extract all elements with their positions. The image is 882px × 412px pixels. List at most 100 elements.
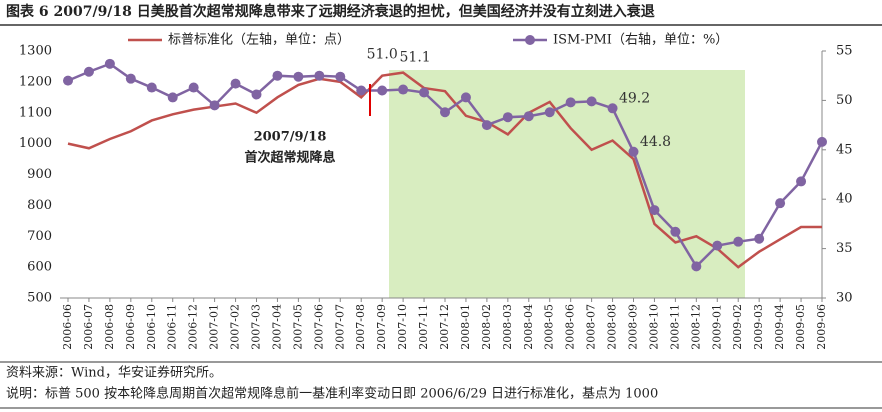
x-tick-label: 2009-05 xyxy=(794,304,807,350)
point xyxy=(293,71,304,82)
value-label: 51.0 xyxy=(367,47,398,63)
x-tick-label: 2006-08 xyxy=(103,304,116,350)
recession-shade xyxy=(389,70,745,298)
x-tick-label: 2007-11 xyxy=(417,304,430,350)
x-tick-label: 2007-12 xyxy=(438,304,451,350)
y-tick-label: 1000 xyxy=(19,136,52,151)
point xyxy=(502,112,513,123)
x-tick-label: 2009-01 xyxy=(710,304,723,350)
point xyxy=(628,146,639,157)
x-tick-label: 2007-04 xyxy=(270,304,283,350)
point xyxy=(565,97,576,108)
point xyxy=(523,111,534,122)
x-tick-label: 2007-05 xyxy=(291,304,304,350)
y-tick-label: 1300 xyxy=(19,44,52,59)
point xyxy=(356,85,367,96)
x-tick-label: 2006-10 xyxy=(145,304,158,350)
point xyxy=(649,205,660,216)
x-tick-label: 2008-07 xyxy=(585,304,598,350)
point xyxy=(586,96,597,107)
x-tick-label: 2006-06 xyxy=(61,304,74,350)
x-tick-label: 2008-06 xyxy=(564,304,577,350)
x-tick-label: 2008-08 xyxy=(606,304,619,350)
legend-label: ISM-PMI（右轴，单位：%） xyxy=(553,33,728,48)
x-tick-label: 2007-10 xyxy=(396,304,409,350)
y2-tick-label: 55 xyxy=(836,44,853,59)
point xyxy=(398,84,409,95)
x-tick-label: 2007-08 xyxy=(354,304,367,350)
x-tick-label: 2007-07 xyxy=(333,304,346,350)
point xyxy=(796,176,807,187)
point xyxy=(335,71,346,82)
point xyxy=(125,73,136,84)
y-tick-label: 700 xyxy=(27,229,52,244)
y2-tick-label: 40 xyxy=(836,192,853,207)
y-tick-label: 1100 xyxy=(19,105,52,120)
annotation: 首次超常规降息 xyxy=(244,150,335,166)
y-tick-label: 500 xyxy=(27,291,52,306)
x-tick-label: 2008-09 xyxy=(627,304,640,350)
x-tick-label: 2008-12 xyxy=(689,304,702,350)
x-tick-label: 2008-05 xyxy=(543,304,556,350)
y2-tick-label: 50 xyxy=(836,93,853,108)
x-tick-label: 2006-09 xyxy=(124,304,137,350)
point xyxy=(775,198,786,209)
y2-tick-label: 30 xyxy=(836,291,853,306)
y2-tick-label: 35 xyxy=(836,241,853,256)
x-tick-label: 2007-02 xyxy=(229,304,242,350)
point xyxy=(209,100,220,111)
y-tick-label: 800 xyxy=(27,198,52,213)
value-label: 44.8 xyxy=(640,134,671,150)
x-tick-label: 2008-10 xyxy=(647,304,660,350)
value-label: 51.1 xyxy=(400,50,431,66)
x-tick-label: 2008-01 xyxy=(459,304,472,350)
series-line xyxy=(67,71,822,269)
point xyxy=(104,58,115,69)
point xyxy=(607,103,618,114)
legend-label: 标普标准化（左轴，单位：点） xyxy=(168,33,350,48)
y-tick-label: 1200 xyxy=(19,74,52,89)
source: 资料来源：Wind，华安证券研究所。 xyxy=(6,365,222,381)
point xyxy=(460,92,471,103)
point xyxy=(419,87,430,98)
point xyxy=(83,66,94,77)
point xyxy=(440,107,450,118)
chart-title: 图表 6 2007/9/18 日美股首次超常规降息带来了远期经济衰退的担忧，但美… xyxy=(6,3,655,20)
y-tick-label: 600 xyxy=(27,260,52,275)
x-tick-label: 2007-03 xyxy=(250,304,263,350)
point xyxy=(230,78,241,89)
x-tick-label: 2008-04 xyxy=(522,304,535,350)
x-tick-label: 2006-12 xyxy=(187,304,200,350)
x-tick-label: 2009-04 xyxy=(773,304,786,350)
point xyxy=(691,261,702,272)
x-tick-label: 2006-07 xyxy=(82,304,95,350)
x-tick-label: 2009-02 xyxy=(731,304,744,350)
value-label: 49.2 xyxy=(619,90,650,106)
point xyxy=(754,233,765,244)
point xyxy=(314,70,325,81)
x-tick-label: 2007-09 xyxy=(375,304,388,350)
annotation: 2007/9/18 xyxy=(254,130,327,145)
point xyxy=(146,82,157,93)
y-tick-label: 900 xyxy=(27,167,52,182)
point xyxy=(712,240,723,251)
point xyxy=(251,89,262,100)
point xyxy=(481,120,492,131)
x-tick-label: 2009-03 xyxy=(752,304,765,350)
y2-tick-label: 45 xyxy=(836,142,853,157)
point xyxy=(733,236,744,247)
x-tick-label: 2007-01 xyxy=(208,304,221,350)
point xyxy=(377,85,388,96)
point xyxy=(167,92,178,103)
point xyxy=(63,75,73,86)
point xyxy=(817,136,827,147)
x-tick-label: 2008-11 xyxy=(668,304,681,350)
point xyxy=(272,70,283,81)
x-tick-label: 2007-06 xyxy=(312,304,325,350)
point xyxy=(670,226,681,237)
x-tick-label: 2009-06 xyxy=(815,304,828,350)
x-tick-label: 2008-02 xyxy=(480,304,493,350)
x-tick-label: 2008-03 xyxy=(501,304,514,350)
point xyxy=(188,82,199,93)
